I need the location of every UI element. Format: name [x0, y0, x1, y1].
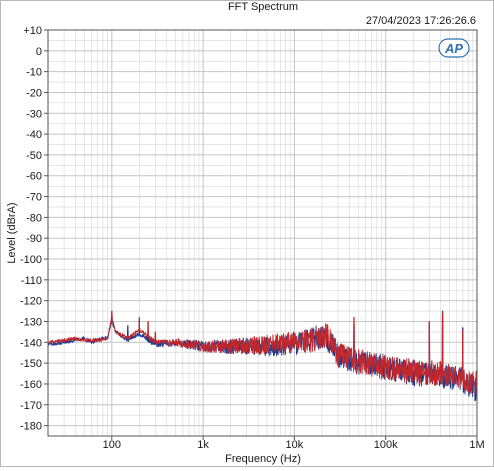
y-tick-label: -40	[26, 129, 42, 141]
y-tick-label: 0	[36, 46, 42, 58]
y-tick-label: -30	[26, 108, 42, 120]
y-tick-label: -60	[26, 171, 42, 183]
x-tick-label: 10k	[286, 439, 304, 451]
series-line	[48, 310, 477, 396]
y-tick-label: -110	[21, 275, 42, 287]
y-axis-ticks: +10 0 -10 -20 -30 -40 -50 -60 -70 -80 -90 -100 -110 -…	[20, 25, 48, 433]
x-tick-label: 100	[103, 439, 121, 451]
y-tick-label: -80	[26, 212, 42, 224]
y-tick-label: +10	[23, 25, 42, 37]
y-tick-label: -170	[20, 400, 42, 412]
y-tick-label: -180	[20, 421, 42, 433]
ap-logo-badge	[438, 38, 470, 58]
y-tick-label: -90	[26, 233, 42, 245]
y-tick-label: -130	[20, 316, 42, 328]
y-axis-label: Level (dBrA)	[6, 202, 18, 263]
chart-title: FFT Spectrum	[228, 1, 298, 13]
ap-logo: AP	[438, 38, 470, 58]
y-tick-label: -10	[26, 67, 42, 79]
y-tick-label: -100	[20, 254, 42, 266]
x-tick-label: 1M	[469, 439, 484, 451]
timestamp: 27/04/2023 17:26:26.6	[366, 15, 476, 27]
plot-border	[47, 29, 478, 437]
y-tick-label: -120	[20, 296, 42, 308]
y-tick-label: -70	[26, 192, 42, 204]
x-axis-ticks: 100 1k 10k 100k 1M	[103, 436, 485, 451]
x-tick-label: 1k	[197, 439, 209, 451]
y-tick-label: -20	[26, 87, 42, 99]
x-axis-label: Frequency (Hz)	[225, 453, 301, 465]
x-tick-label: 100k	[374, 439, 398, 451]
ap-logo-text: AP	[444, 41, 463, 56]
y-tick-label: -150	[20, 358, 42, 370]
y-tick-label: -50	[26, 150, 42, 162]
series-layer	[48, 310, 477, 402]
y-tick-label: -160	[20, 379, 42, 391]
y-tick-label: -140	[20, 337, 42, 349]
